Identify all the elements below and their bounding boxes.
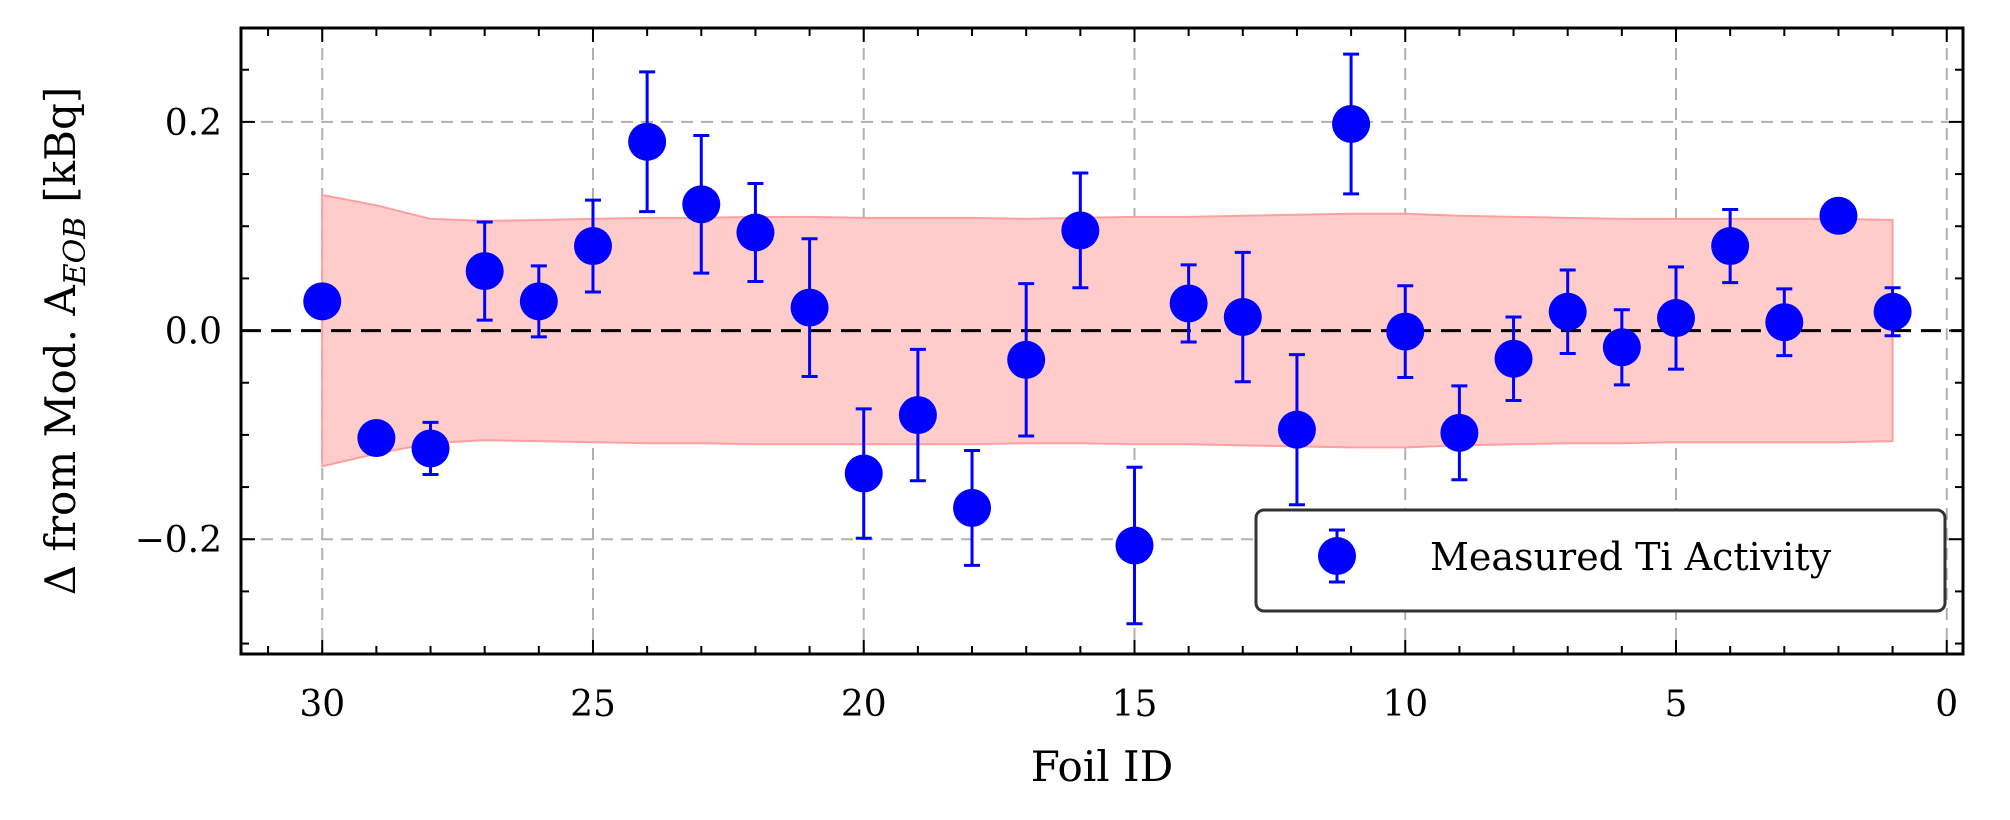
data-point (1169, 284, 1208, 323)
y-tick-label: 0.0 (165, 312, 222, 353)
data-point (519, 282, 558, 321)
y-axis-label-sub: EOB (58, 217, 93, 287)
data-point (1061, 211, 1100, 250)
data-point (1819, 196, 1858, 235)
legend-marker-icon (1318, 537, 1356, 575)
data-point (1657, 299, 1695, 338)
data-point (736, 213, 775, 252)
data-point (303, 282, 342, 321)
x-tick-label: 10 (1382, 684, 1428, 725)
uncertainty-band-area (321, 193, 1894, 468)
data-point (465, 252, 504, 291)
data-point (1548, 292, 1587, 331)
x-axis-label: Foil ID (1031, 742, 1174, 791)
data-series (303, 52, 1912, 626)
y-tick-label: −0.2 (135, 520, 222, 561)
x-tick-label: 30 (299, 684, 345, 725)
data-point (790, 288, 829, 327)
uncertainty-band (321, 193, 1894, 468)
data-point (1386, 312, 1425, 351)
data-point (1765, 303, 1804, 342)
y-axis-label: Δ from Mod. AEOB [kBq] (36, 87, 93, 596)
data-point (1115, 526, 1154, 565)
data-point (898, 396, 937, 435)
data-point (1277, 410, 1316, 449)
plot-frame (239, 26, 1965, 656)
data-point (1007, 340, 1046, 379)
legend: Measured Ti Activity (1254, 508, 1947, 613)
x-tick-label: 0 (1935, 684, 1958, 725)
data-point (1873, 292, 1912, 331)
x-tick-label: 15 (1112, 684, 1158, 725)
legend-label: Measured Ti Activity (1430, 535, 1832, 579)
y-axis-label-main: Δ from Mod. A (36, 285, 85, 596)
data-point (1602, 328, 1641, 367)
axis-ticks: 30 25 20 15 10 5 0 0.2 0.0 −0.2 (135, 28, 1963, 725)
data-point (682, 185, 721, 224)
data-point (844, 454, 883, 493)
data-point (1223, 298, 1262, 337)
x-tick-label: 20 (841, 684, 887, 725)
data-point (357, 419, 396, 458)
x-tick-label: 5 (1665, 684, 1688, 725)
data-point (628, 122, 667, 161)
data-point (411, 429, 450, 468)
x-tick-label: 25 (570, 684, 616, 725)
data-point (1494, 339, 1533, 378)
data-point (1440, 413, 1479, 452)
data-point (953, 488, 992, 527)
data-point (573, 227, 612, 266)
data-point (1332, 104, 1371, 143)
y-axis-label-unit: [kBq] (36, 87, 85, 203)
data-point (1711, 227, 1750, 266)
y-tick-label: 0.2 (165, 103, 222, 144)
legend-box (1254, 508, 1947, 613)
